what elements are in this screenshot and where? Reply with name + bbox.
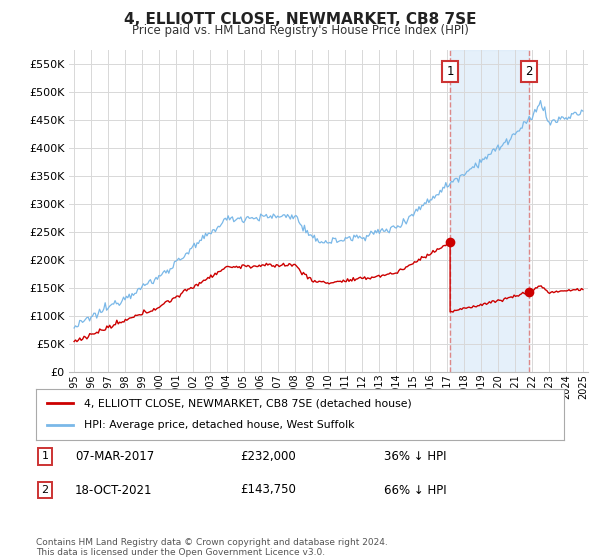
Text: 4, ELLIOTT CLOSE, NEWMARKET, CB8 7SE: 4, ELLIOTT CLOSE, NEWMARKET, CB8 7SE xyxy=(124,12,476,27)
Text: 2: 2 xyxy=(525,65,532,78)
Bar xyxy=(450,50,529,372)
Text: 1: 1 xyxy=(41,451,49,461)
Text: £143,750: £143,750 xyxy=(240,483,296,497)
Text: 2: 2 xyxy=(41,485,49,495)
Text: 66% ↓ HPI: 66% ↓ HPI xyxy=(384,483,446,497)
Text: Price paid vs. HM Land Registry's House Price Index (HPI): Price paid vs. HM Land Registry's House … xyxy=(131,24,469,37)
Text: 36% ↓ HPI: 36% ↓ HPI xyxy=(384,450,446,463)
Text: 07-MAR-2017: 07-MAR-2017 xyxy=(75,450,154,463)
Text: 1: 1 xyxy=(446,65,454,78)
Text: Contains HM Land Registry data © Crown copyright and database right 2024.
This d: Contains HM Land Registry data © Crown c… xyxy=(36,538,388,557)
Text: 4, ELLIOTT CLOSE, NEWMARKET, CB8 7SE (detached house): 4, ELLIOTT CLOSE, NEWMARKET, CB8 7SE (de… xyxy=(83,398,411,408)
Text: 18-OCT-2021: 18-OCT-2021 xyxy=(75,483,152,497)
Text: £232,000: £232,000 xyxy=(240,450,296,463)
Text: HPI: Average price, detached house, West Suffolk: HPI: Average price, detached house, West… xyxy=(83,421,354,431)
